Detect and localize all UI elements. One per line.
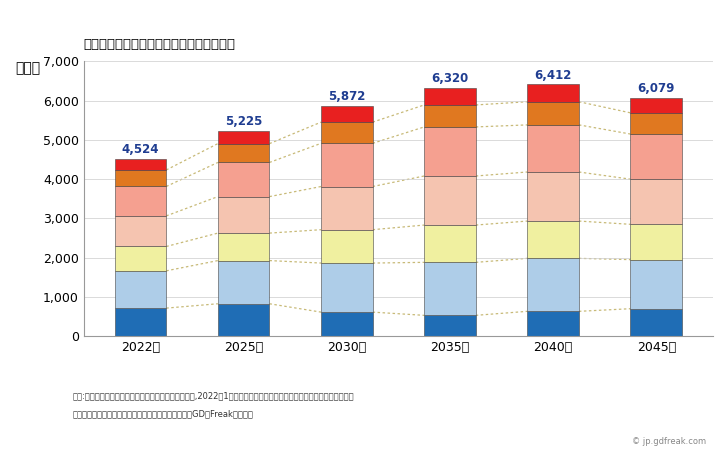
Text: © jp.gdfreak.com: © jp.gdfreak.com xyxy=(632,436,706,446)
Bar xyxy=(527,221,579,258)
Bar xyxy=(527,311,579,336)
Bar xyxy=(424,127,475,176)
Text: 6,320: 6,320 xyxy=(431,72,469,86)
Bar xyxy=(424,105,475,127)
Bar xyxy=(218,261,269,304)
Bar xyxy=(218,144,269,162)
Bar xyxy=(115,308,166,336)
Bar xyxy=(218,304,269,336)
Bar xyxy=(218,197,269,233)
Text: 要介護度別平均認定率を当域内人口構成に当てはめてGD　Freakが算出。: 要介護度別平均認定率を当域内人口構成に当てはめてGD Freakが算出。 xyxy=(73,410,253,418)
Bar xyxy=(527,125,579,172)
Bar xyxy=(321,312,373,336)
Bar xyxy=(527,258,579,311)
Bar xyxy=(630,134,682,179)
Bar xyxy=(424,88,475,105)
Bar xyxy=(115,271,166,308)
Bar xyxy=(218,233,269,261)
Bar xyxy=(115,158,166,170)
Text: 4,524: 4,524 xyxy=(122,143,159,156)
Text: 6,079: 6,079 xyxy=(638,82,675,95)
Bar xyxy=(115,186,166,216)
Bar xyxy=(321,263,373,312)
Bar xyxy=(321,230,373,263)
Bar xyxy=(218,131,269,144)
Bar xyxy=(424,225,475,262)
Bar xyxy=(527,102,579,125)
Bar xyxy=(321,106,373,122)
Bar xyxy=(424,262,475,315)
Bar xyxy=(424,176,475,225)
Bar xyxy=(630,224,682,260)
Bar xyxy=(321,122,373,144)
Bar xyxy=(115,170,166,186)
Bar xyxy=(424,315,475,336)
Bar xyxy=(115,247,166,271)
Text: 6,412: 6,412 xyxy=(534,69,571,82)
Text: 三木市の要介護（要支援）者数の将来推計: 三木市の要介護（要支援）者数の将来推計 xyxy=(84,37,236,50)
Bar xyxy=(218,162,269,197)
Bar xyxy=(321,186,373,230)
Text: 5,872: 5,872 xyxy=(328,90,365,103)
Bar xyxy=(630,113,682,134)
Bar xyxy=(630,260,682,309)
Bar xyxy=(630,98,682,113)
Y-axis label: ［人］: ［人］ xyxy=(15,61,40,76)
Bar xyxy=(115,216,166,247)
Bar xyxy=(527,85,579,102)
Text: 出所:実績値は「介護事業状況報告月報」（厚生労働省,2022年1月）。推計値は「全国又は都道府県の男女・年齢階層別: 出所:実績値は「介護事業状況報告月報」（厚生労働省,2022年1月）。推計値は「… xyxy=(73,392,355,400)
Bar xyxy=(321,144,373,186)
Bar xyxy=(630,309,682,336)
Text: 5,225: 5,225 xyxy=(225,115,262,128)
Bar xyxy=(527,172,579,221)
Bar xyxy=(630,179,682,224)
